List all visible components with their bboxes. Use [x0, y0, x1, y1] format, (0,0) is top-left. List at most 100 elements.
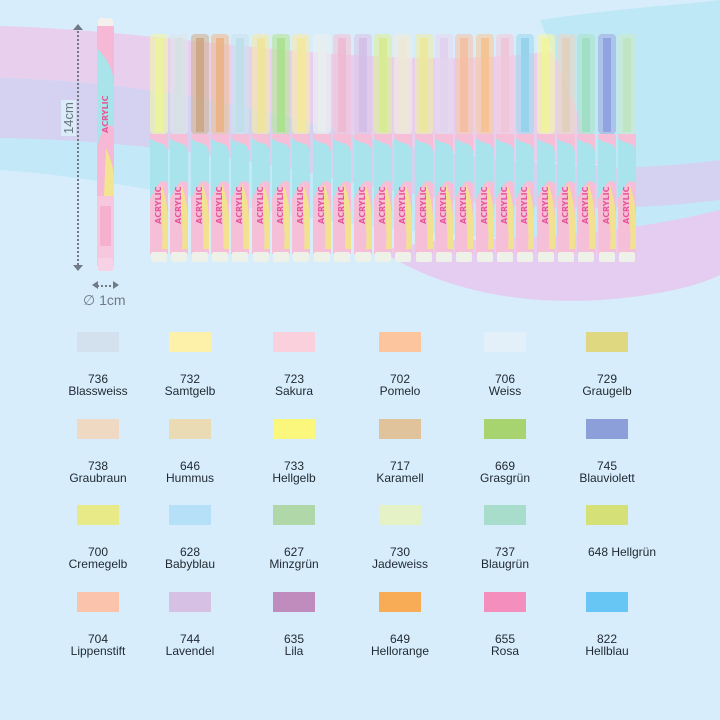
svg-text:ACRYLIC: ACRYLIC — [101, 95, 110, 133]
svg-text:ACRYLIC: ACRYLIC — [541, 186, 550, 224]
color-swatch-grid: 736 Blassweiss 732 Samtgelb 723 Sakura 702 Pome… — [0, 330, 720, 720]
swatch-name: Karamell — [376, 471, 424, 485]
color-swatch — [273, 592, 315, 612]
swatch-item: 736 Blassweiss — [38, 332, 158, 398]
swatch-name: Graubraun — [69, 471, 127, 485]
swatch-name: Blaugrün — [480, 557, 530, 571]
marker-22: ACRYLIC — [577, 34, 596, 262]
color-swatch — [169, 332, 211, 352]
swatch-code: 729 — [596, 372, 618, 386]
swatch-item: 745 Blauviolett — [547, 419, 667, 485]
swatch-name: Weiss — [488, 384, 522, 398]
swatch-name: Graugelb — [582, 384, 632, 398]
marker-4: ACRYLIC — [211, 34, 230, 262]
swatch-code: 655 — [494, 632, 516, 646]
svg-text:ACRYLIC: ACRYLIC — [520, 186, 529, 224]
marker-21: ACRYLIC — [557, 34, 575, 262]
color-swatch — [586, 332, 628, 352]
swatch-code: 669 — [494, 459, 516, 473]
swatch-code: 702 — [389, 372, 411, 386]
swatch-name: Grasgrün — [479, 471, 531, 485]
swatch-name: Lila — [284, 644, 304, 658]
swatch-code: 723 — [283, 372, 305, 386]
swatch-item: 648 Hellgrün — [547, 505, 667, 558]
svg-text:ACRYLIC: ACRYLIC — [581, 186, 590, 224]
swatch-item: 744 Lavendel — [130, 592, 250, 658]
svg-text:ACRYLIC: ACRYLIC — [276, 186, 285, 224]
color-swatch — [273, 419, 315, 439]
color-swatch — [77, 332, 119, 352]
swatch-item: 702 Pomelo — [340, 332, 460, 398]
swatch-item: 706 Weiss — [445, 332, 565, 398]
marker-20: ACRYLIC — [536, 34, 555, 262]
swatch-code: 737 — [494, 545, 516, 559]
svg-text:ACRYLIC: ACRYLIC — [561, 186, 570, 224]
swatch-item: 729 Graugelb — [547, 332, 667, 398]
color-swatch — [379, 332, 421, 352]
swatch-item: 723 Sakura — [234, 332, 354, 398]
swatch-name: Minzgrün — [269, 557, 319, 571]
swatch-name: Blassweiss — [68, 384, 128, 398]
swatch-item: 700 Cremegelb — [38, 505, 158, 571]
swatch-item: 649 Hellorange — [340, 592, 460, 658]
color-swatch — [273, 332, 315, 352]
swatch-item: 669 Grasgrün — [445, 419, 565, 485]
marker-13: ACRYLIC — [394, 34, 413, 262]
swatch-item: 730 Jadeweiss — [340, 505, 460, 571]
color-swatch — [484, 592, 526, 612]
color-swatch — [586, 592, 628, 612]
color-swatch — [379, 419, 421, 439]
swatch-item: 738 Graubraun — [38, 419, 158, 485]
marker-2: ACRYLIC — [170, 34, 189, 262]
swatch-item: 627 Minzgrün — [234, 505, 354, 571]
marker-19: ACRYLIC — [516, 34, 535, 262]
marker-11: ACRYLIC — [353, 34, 372, 262]
length-arrow-down-icon — [73, 265, 83, 271]
marker-7: ACRYLIC — [272, 34, 291, 262]
color-swatch — [273, 505, 315, 525]
single-marker-image: ACRYLIC — [97, 18, 114, 271]
swatch-name: Pomelo — [379, 384, 421, 398]
swatch-name: Hummus — [165, 471, 214, 485]
swatch-item: 717 Karamell — [340, 419, 460, 485]
svg-text:ACRYLIC: ACRYLIC — [419, 186, 428, 224]
color-swatch — [169, 592, 211, 612]
swatch-item: 732 Samtgelb — [130, 332, 250, 398]
swatch-code: 646 — [179, 459, 201, 473]
svg-text:ACRYLIC: ACRYLIC — [358, 186, 367, 224]
swatch-name: Sakura — [274, 384, 314, 398]
marker-17: ACRYLIC — [475, 34, 494, 262]
diameter-label: ∅ 1cm — [83, 292, 126, 308]
swatch-name: Samtgelb — [164, 384, 216, 398]
swatch-item: 737 Blaugrün — [445, 505, 565, 571]
svg-text:ACRYLIC: ACRYLIC — [622, 186, 631, 224]
length-arrow-up-icon — [73, 24, 83, 30]
diameter-dimension-line — [97, 285, 115, 287]
marker-9: ACRYLIC — [312, 34, 331, 262]
svg-text:ACRYLIC: ACRYLIC — [459, 186, 468, 224]
marker-5: ACRYLIC — [231, 34, 250, 262]
swatch-code: 744 — [179, 632, 201, 646]
length-label: 14cm — [61, 100, 76, 136]
marker-23: ACRYLIC — [597, 34, 616, 262]
swatch-item: 646 Hummus — [130, 419, 250, 485]
swatch-code: 704 — [87, 632, 109, 646]
marker-15: ACRYLIC — [434, 34, 453, 262]
swatch-item: 635 Lila — [234, 592, 354, 658]
swatch-name: Lippenstift — [70, 644, 126, 658]
swatch-item: 704 Lippenstift — [38, 592, 158, 658]
svg-text:ACRYLIC: ACRYLIC — [500, 186, 509, 224]
svg-text:ACRYLIC: ACRYLIC — [195, 186, 204, 224]
marker-6: ACRYLIC — [251, 34, 270, 262]
svg-text:ACRYLIC: ACRYLIC — [154, 186, 163, 224]
swatch-code: 732 — [179, 372, 201, 386]
swatch-code: 738 — [87, 459, 109, 473]
color-swatch — [484, 419, 526, 439]
swatch-name: Hellblau — [585, 644, 629, 658]
svg-text:ACRYLIC: ACRYLIC — [256, 186, 265, 224]
swatch-name: Hellgelb — [272, 471, 316, 485]
color-swatch — [77, 592, 119, 612]
svg-text:ACRYLIC: ACRYLIC — [174, 186, 183, 224]
swatch-code: 628 — [179, 545, 201, 559]
svg-text:ACRYLIC: ACRYLIC — [602, 186, 611, 224]
